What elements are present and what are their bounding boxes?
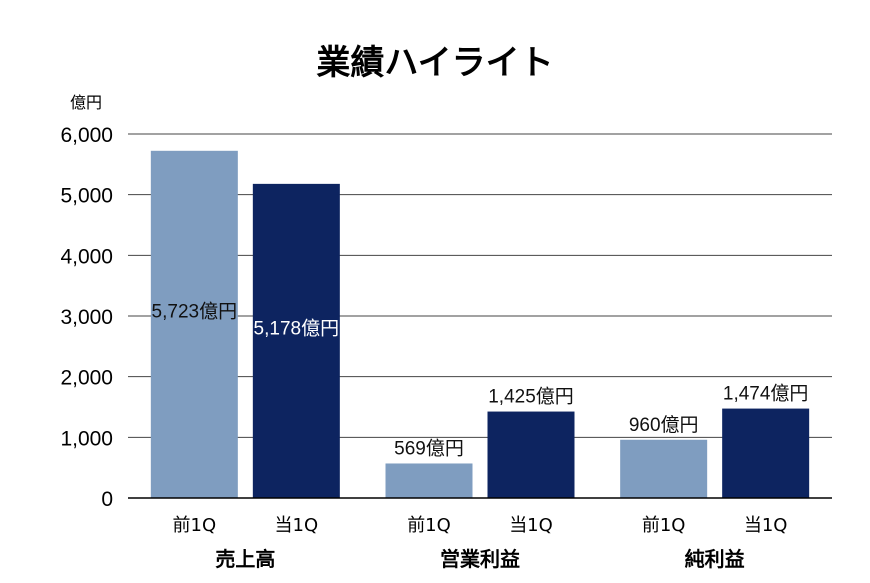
category-label: 売上高: [215, 547, 275, 571]
series-label: 前1Q: [407, 515, 451, 536]
y-tick-label: 4,000: [60, 245, 113, 268]
data-label: 569億円: [394, 437, 464, 459]
y-tick-label: 6,000: [60, 124, 113, 147]
bar: [150, 150, 238, 498]
y-tick-label: 0: [101, 488, 113, 511]
series-label: 前1Q: [173, 515, 217, 536]
category-label: 純利益: [685, 547, 745, 571]
bars: [150, 150, 810, 499]
data-label: 5,723億円: [152, 300, 238, 322]
series-label: 当1Q: [275, 515, 319, 536]
bar: [722, 408, 810, 498]
y-tick-label: 5,000: [60, 185, 113, 208]
category-label: 営業利益: [440, 547, 520, 571]
gridlines: [128, 133, 832, 438]
bar: [252, 183, 340, 499]
y-tick-label: 1,000: [60, 427, 113, 450]
y-axis-unit: 億円: [70, 93, 102, 112]
data-label: 1,425億円: [488, 386, 574, 408]
data-label: 5,178億円: [254, 318, 340, 340]
series-label: 当1Q: [509, 515, 553, 536]
bar: [620, 439, 708, 498]
data-label: 960億円: [629, 414, 699, 436]
data-labels: 5,723億円 5,178億円 569億円 1,425億円 960億円 1,474億円: [152, 300, 809, 459]
series-label: 前1Q: [642, 515, 686, 536]
bar: [487, 411, 575, 498]
chart-title: 業績ハイライト: [316, 43, 553, 83]
series-label: 当1Q: [744, 515, 788, 536]
y-tick-label: 3,000: [60, 306, 113, 329]
y-tick-label: 2,000: [60, 367, 113, 390]
data-label: 1,474億円: [723, 383, 809, 405]
y-axis-ticks: 0 1,000 2,000 3,000 4,000 5,000 6,000: [60, 124, 113, 511]
bar: [385, 463, 473, 498]
